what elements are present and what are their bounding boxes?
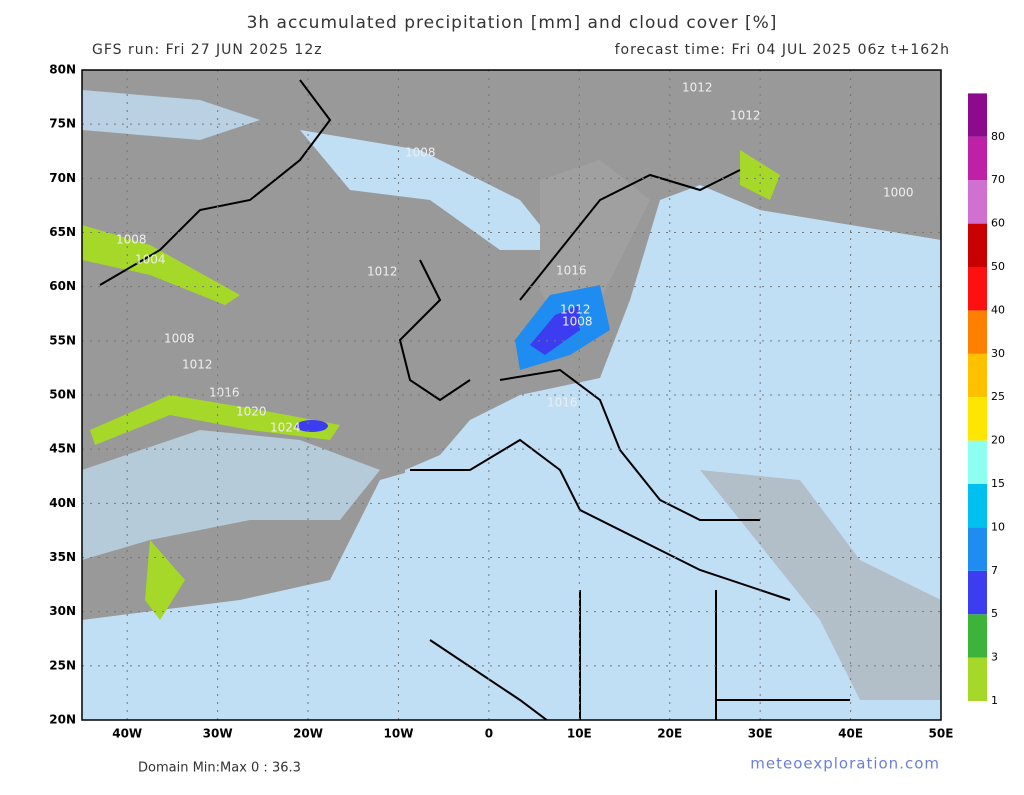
clear-sky xyxy=(300,130,560,250)
contour-label: 1016 xyxy=(556,264,587,278)
precip-band xyxy=(90,395,340,445)
colorbar-segment xyxy=(968,310,987,354)
colorbar-segment xyxy=(968,657,987,701)
y-tick-label: 80N xyxy=(49,63,76,77)
x-tick-label: 10W xyxy=(384,727,414,741)
colorbar-segment xyxy=(968,440,987,484)
precip-core xyxy=(530,305,580,355)
contour-label: 1012 xyxy=(182,358,213,372)
y-tick-label: 50N xyxy=(49,388,76,402)
colorbar-segment xyxy=(968,267,987,311)
precip-band xyxy=(82,225,240,305)
x-tick-label: 20E xyxy=(657,727,682,741)
y-tick-label: 35N xyxy=(49,550,76,564)
x-tick-label: 40E xyxy=(838,727,863,741)
colorbar-label: 5 xyxy=(991,607,998,620)
run-label: GFS run: Fri 27 JUN 2025 12z xyxy=(92,42,323,58)
contour-label: 1008 xyxy=(164,332,195,346)
coastline xyxy=(99,79,850,720)
x-tick-label: 0 xyxy=(485,727,493,741)
contour-label: 1016 xyxy=(547,396,578,410)
colorbar-label: 80 xyxy=(991,130,1005,143)
site-label: meteoexploration.com xyxy=(750,755,940,773)
y-tick-label: 25N xyxy=(49,658,76,672)
x-tick-label: 10E xyxy=(567,727,592,741)
precip-core xyxy=(296,420,328,432)
colorbar-segment xyxy=(968,484,987,528)
colorbar-segment xyxy=(968,527,987,571)
colorbar-segment xyxy=(968,570,987,615)
y-tick-label: 70N xyxy=(49,171,76,185)
colorbar-segment xyxy=(968,397,987,441)
title: 3h accumulated precipitation [mm] and cl… xyxy=(247,13,778,33)
x-tick-label: 20W xyxy=(293,727,323,741)
contour-label: 1020 xyxy=(236,405,267,419)
y-tick-label: 45N xyxy=(49,442,76,456)
colorbar-label: 7 xyxy=(991,564,998,577)
y-tick-label: 30N xyxy=(49,604,76,618)
colorbar-segment xyxy=(968,353,987,398)
contour-label: 1008 xyxy=(405,146,436,160)
contour-label: 1012 xyxy=(367,265,398,279)
contour-label: 1016 xyxy=(209,386,240,400)
y-tick-label: 40N xyxy=(49,496,76,510)
x-tick-label: 50E xyxy=(929,727,954,741)
colorbar-segment xyxy=(968,223,987,267)
y-tick-label: 65N xyxy=(49,225,76,239)
colorbar-label: 40 xyxy=(991,303,1005,316)
contour-label: 1012 xyxy=(730,109,761,123)
colorbar-segment xyxy=(968,93,987,137)
y-tick-label: 60N xyxy=(49,279,76,293)
colorbar-segment xyxy=(968,180,987,224)
x-tick-label: 30E xyxy=(748,727,773,741)
colorbar-label: 25 xyxy=(991,390,1005,403)
colorbar-label: 20 xyxy=(991,434,1005,447)
colorbar-segment xyxy=(968,614,987,658)
y-tick-label: 55N xyxy=(49,333,76,347)
minmax-label: Domain Min:Max 0 : 36.3 xyxy=(138,761,301,776)
contour-label: 1012 xyxy=(560,303,591,317)
contour-label: 1008 xyxy=(562,315,593,329)
contour-label: 1004 xyxy=(135,253,166,267)
contour-label: 1012 xyxy=(682,81,713,95)
cloud-cover xyxy=(540,160,650,330)
colorbar-label: 60 xyxy=(991,217,1005,230)
precip-band xyxy=(145,540,185,620)
x-tick-label: 30W xyxy=(203,727,233,741)
map-frame xyxy=(81,69,942,721)
map-area: 1012 1012 1008 1008 1004 1012 1016 1012 … xyxy=(82,70,941,720)
colorbar-segment xyxy=(968,136,987,181)
colorbar-label: 10 xyxy=(991,520,1005,533)
forecast-label: forecast time: Fri 04 JUL 2025 06z t+162… xyxy=(615,42,950,58)
y-tick-label: 75N xyxy=(49,117,76,131)
contour-label: 1000 xyxy=(883,186,914,200)
y-tick-label: 20N xyxy=(49,713,76,727)
colorbar-label: 15 xyxy=(991,477,1005,490)
colorbar-label: 50 xyxy=(991,260,1005,273)
contour-label: 1008 xyxy=(116,233,147,247)
clear-sky xyxy=(82,430,380,560)
clear-sky xyxy=(82,90,260,140)
colorbar-label: 30 xyxy=(991,347,1005,360)
colorbar-label: 3 xyxy=(991,651,998,664)
colorbar-label: 70 xyxy=(991,173,1005,186)
x-tick-label: 40W xyxy=(112,727,142,741)
colorbar-label: 1 xyxy=(991,694,998,707)
clear-sky xyxy=(82,470,415,720)
contour-label: 1024 xyxy=(270,421,301,435)
